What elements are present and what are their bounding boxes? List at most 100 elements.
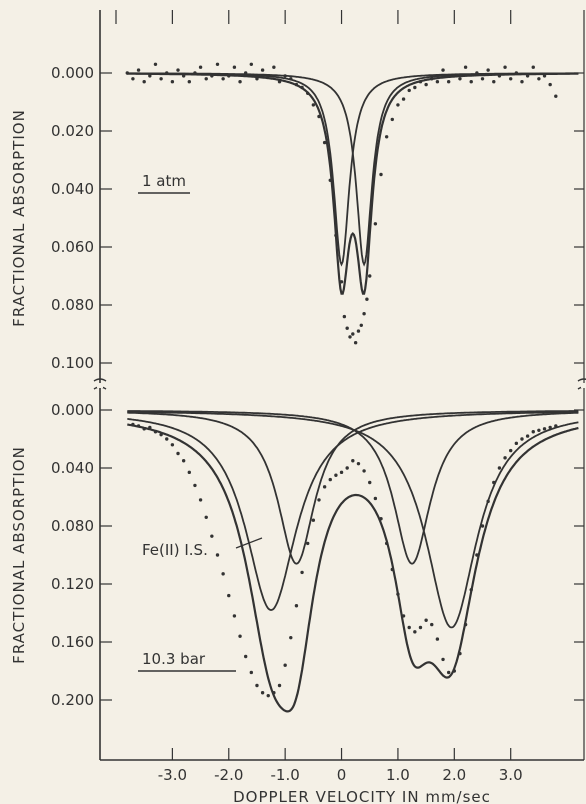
data-point xyxy=(531,65,535,69)
data-point xyxy=(365,297,369,301)
data-point xyxy=(311,518,316,522)
data-point xyxy=(176,451,180,456)
axes-frame xyxy=(93,10,586,761)
y-axis-title: FRACTIONAL ABSORPTION xyxy=(10,109,28,327)
data-point xyxy=(497,74,502,78)
x-axis-title: DOPPLER VELOCITY IN mm/sec xyxy=(233,788,491,804)
data-point xyxy=(418,80,423,84)
data-point xyxy=(503,456,507,460)
data-point xyxy=(458,77,462,81)
data-point xyxy=(328,178,332,182)
data-point xyxy=(359,323,363,327)
data-point xyxy=(379,172,383,177)
data-point xyxy=(508,448,513,453)
component-curve xyxy=(127,72,579,267)
data-point xyxy=(390,117,394,122)
data-point xyxy=(187,470,192,475)
left-axis-break-mark xyxy=(93,378,107,382)
data-point xyxy=(153,430,158,434)
data-point xyxy=(339,280,344,284)
data-point xyxy=(362,312,366,316)
data-point xyxy=(317,114,321,119)
data-point xyxy=(255,77,259,81)
x-tick-label: -1.0 xyxy=(271,766,300,784)
data-point xyxy=(142,427,146,431)
data-point xyxy=(430,77,434,81)
data-point xyxy=(452,74,457,78)
data-point xyxy=(452,669,457,673)
x-tick-label: 0 xyxy=(337,766,347,784)
data-point xyxy=(441,657,445,662)
data-point xyxy=(243,654,248,659)
data-point xyxy=(480,524,485,528)
data-point xyxy=(446,670,451,675)
data-point xyxy=(362,469,366,473)
data-point xyxy=(227,593,231,598)
data-point xyxy=(554,94,558,98)
component-curve xyxy=(127,72,579,267)
y-tick-label: 0.040 xyxy=(51,459,94,477)
data-point xyxy=(486,68,490,72)
data-point xyxy=(289,635,293,640)
x-tick-label: -3.0 xyxy=(158,766,187,784)
data-point xyxy=(131,77,135,81)
data-point xyxy=(170,80,175,84)
data-point xyxy=(492,480,496,485)
data-point xyxy=(181,459,186,463)
data-point xyxy=(227,74,231,78)
data-point xyxy=(300,570,304,575)
data-point xyxy=(221,77,225,81)
data-point xyxy=(322,485,327,489)
x-tick-label: 2.0 xyxy=(442,766,466,784)
data-point xyxy=(317,498,321,502)
data-point xyxy=(525,434,530,438)
pressure-annotation: 10.3 bar xyxy=(142,650,206,668)
data-point xyxy=(159,432,163,437)
y-tick-label: 0.040 xyxy=(51,180,94,198)
y-tick-label: 0.080 xyxy=(51,296,94,314)
data-point xyxy=(537,77,541,81)
data-point xyxy=(407,88,411,93)
fit-envelope-curve xyxy=(127,423,579,713)
data-point xyxy=(520,437,524,441)
data-point xyxy=(165,71,169,75)
fe-ii-is-label: Fe(II) I.S. xyxy=(142,541,208,559)
y-tick-label: 0.000 xyxy=(51,401,94,419)
y-tick-label: 0.080 xyxy=(51,517,94,535)
data-point xyxy=(463,622,468,627)
data-point xyxy=(463,65,468,69)
data-point xyxy=(260,691,265,695)
data-point xyxy=(198,65,203,69)
pressure-annotation: 1 atm xyxy=(142,172,186,190)
data-point xyxy=(351,332,355,336)
data-point xyxy=(475,71,479,75)
data-point xyxy=(345,326,349,330)
data-point xyxy=(170,443,175,447)
data-point xyxy=(243,71,248,75)
data-point xyxy=(503,65,507,69)
data-point xyxy=(204,515,208,519)
data-point xyxy=(238,634,242,638)
data-point xyxy=(542,427,547,431)
data-point xyxy=(413,85,417,90)
data-point xyxy=(480,77,485,81)
data-point xyxy=(221,572,225,576)
data-point xyxy=(351,459,355,463)
data-point xyxy=(492,80,496,84)
x-tick-label: 1.0 xyxy=(386,766,410,784)
data-point xyxy=(125,71,129,75)
data-point xyxy=(238,80,242,84)
data-point xyxy=(131,422,135,427)
data-point xyxy=(396,103,400,107)
y-tick-label: 0.120 xyxy=(51,575,94,593)
data-point xyxy=(176,68,180,72)
data-point xyxy=(289,77,293,81)
data-point xyxy=(187,80,192,84)
fit-envelope-curve xyxy=(127,72,579,295)
data-point xyxy=(348,335,352,339)
right-axis-break-gap xyxy=(581,383,586,388)
data-point xyxy=(266,74,270,78)
data-point xyxy=(435,80,440,84)
data-point xyxy=(153,62,158,66)
